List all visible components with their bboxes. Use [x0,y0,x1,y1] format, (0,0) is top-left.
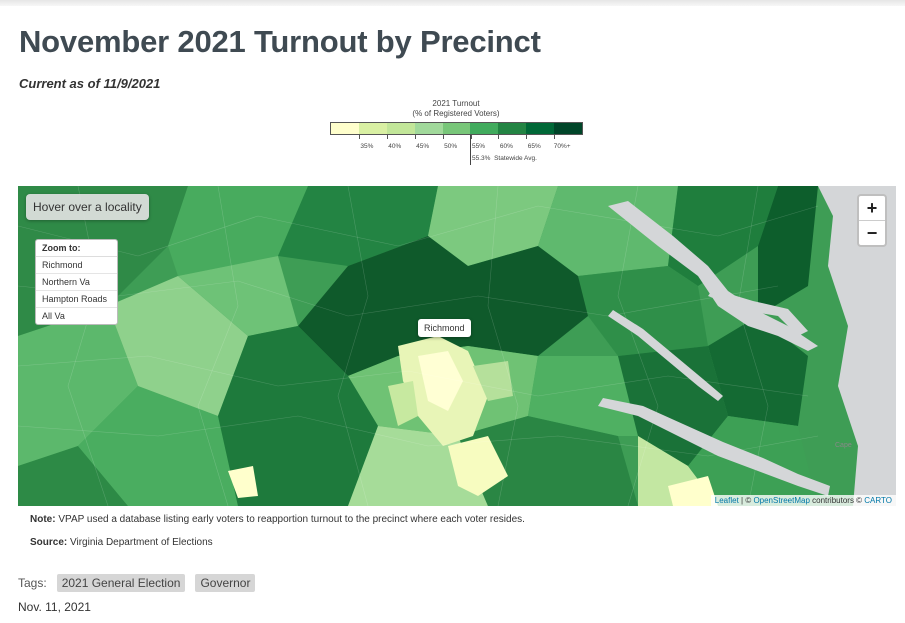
tags-label: Tags: [18,576,47,590]
statewide-avg-text: Statewide Avg. [494,155,537,162]
attrib-contrib: contributors © [809,496,865,505]
legend-swatch [331,123,359,134]
map-tiles[interactable] [18,186,896,506]
legend-tick-label: 60% [499,143,513,150]
zoom-northern-va[interactable]: Northern Va [36,274,117,291]
zoom-hampton-roads[interactable]: Hampton Roads [36,291,117,308]
statewide-avg-value: 55.3% [472,155,491,162]
legend-swatch [498,123,527,134]
leaflet-link[interactable]: Leaflet [714,496,739,505]
legend-title: 2021 Turnout [432,99,480,108]
zoom-all-va[interactable]: All Va [42,311,65,321]
zoom-to-menu: Zoom to: Richmond Northern Va Hampton Ro… [35,239,118,325]
legend-tick-label: 40% [388,143,402,150]
legend-tick-mark [414,135,416,139]
tag-governor[interactable]: Governor [195,574,256,592]
statewide-avg-line [470,135,471,165]
legend-tick-mark [554,135,556,139]
zoom-to-title: Zoom to: [36,240,117,257]
hover-info-box: Hover over a locality [26,194,149,220]
source: Source: Virginia Department of Elections [30,537,213,548]
legend-tick-label: 45% [416,143,430,150]
attrib-sep: | © [738,496,754,505]
note-label: Note: [30,514,56,525]
legend-swatch [526,123,555,134]
legend-tick-mark [498,135,500,139]
legend-tick-mark [470,135,472,139]
turnout-map[interactable]: Hover over a locality Zoom to: Richmond … [18,186,896,506]
legend-tick-mark [358,135,360,139]
note: Note: VPAP used a database listing early… [30,514,525,525]
legend-tick-label: 55% [471,143,486,150]
map-attribution: Leaflet | © OpenStreetMap contributors ©… [710,495,896,506]
city-label-richmond: Richmond [418,319,471,337]
place-label-cape: Cape [835,442,852,449]
source-label: Source: [30,537,68,548]
legend-swatch [442,123,471,134]
statewide-avg-label: 55.3% Statewide Avg. [472,155,537,162]
source-text: Virginia Department of Elections [67,537,213,548]
current-as-of: Current as of 11/9/2021 [19,76,161,91]
legend-swatch [358,123,387,134]
legend-tick-mark [442,135,444,139]
tags: Tags: 2021 General Election Governor [18,574,256,592]
zoom-in-button[interactable]: + [859,196,885,221]
map-zoom-control: + − [857,194,887,247]
tag-2021-general-election[interactable]: 2021 General Election [56,574,186,592]
turnout-legend: 2021 Turnout (% of Registered Voters) 35… [330,99,590,169]
zoom-richmond[interactable]: Richmond [36,257,117,274]
carto-link[interactable]: CARTO [864,496,892,505]
legend-swatch [414,123,443,134]
legend-tick-label: 65% [527,143,541,150]
legend-tick-label: 50% [444,143,458,150]
legend-color-bar [330,122,584,135]
legend-tick-mark [526,135,528,139]
top-bar [0,0,905,6]
zoom-out-button[interactable]: − [866,223,878,243]
legend-subtitle: (% of Registered Voters) [412,109,500,118]
legend-swatch [470,123,499,134]
osm-link[interactable]: OpenStreetMap [753,496,810,505]
legend-tick-mark [386,135,388,139]
legend-swatch [386,123,415,134]
page-title: November 2021 Turnout by Precinct [19,24,541,59]
publish-date: Nov. 11, 2021 [18,600,91,614]
note-text: VPAP used a database listing early voter… [55,514,525,525]
legend-tick-label: 70%+ [553,143,571,150]
legend-swatch [554,123,583,134]
legend-tick-label: 35% [360,143,374,150]
